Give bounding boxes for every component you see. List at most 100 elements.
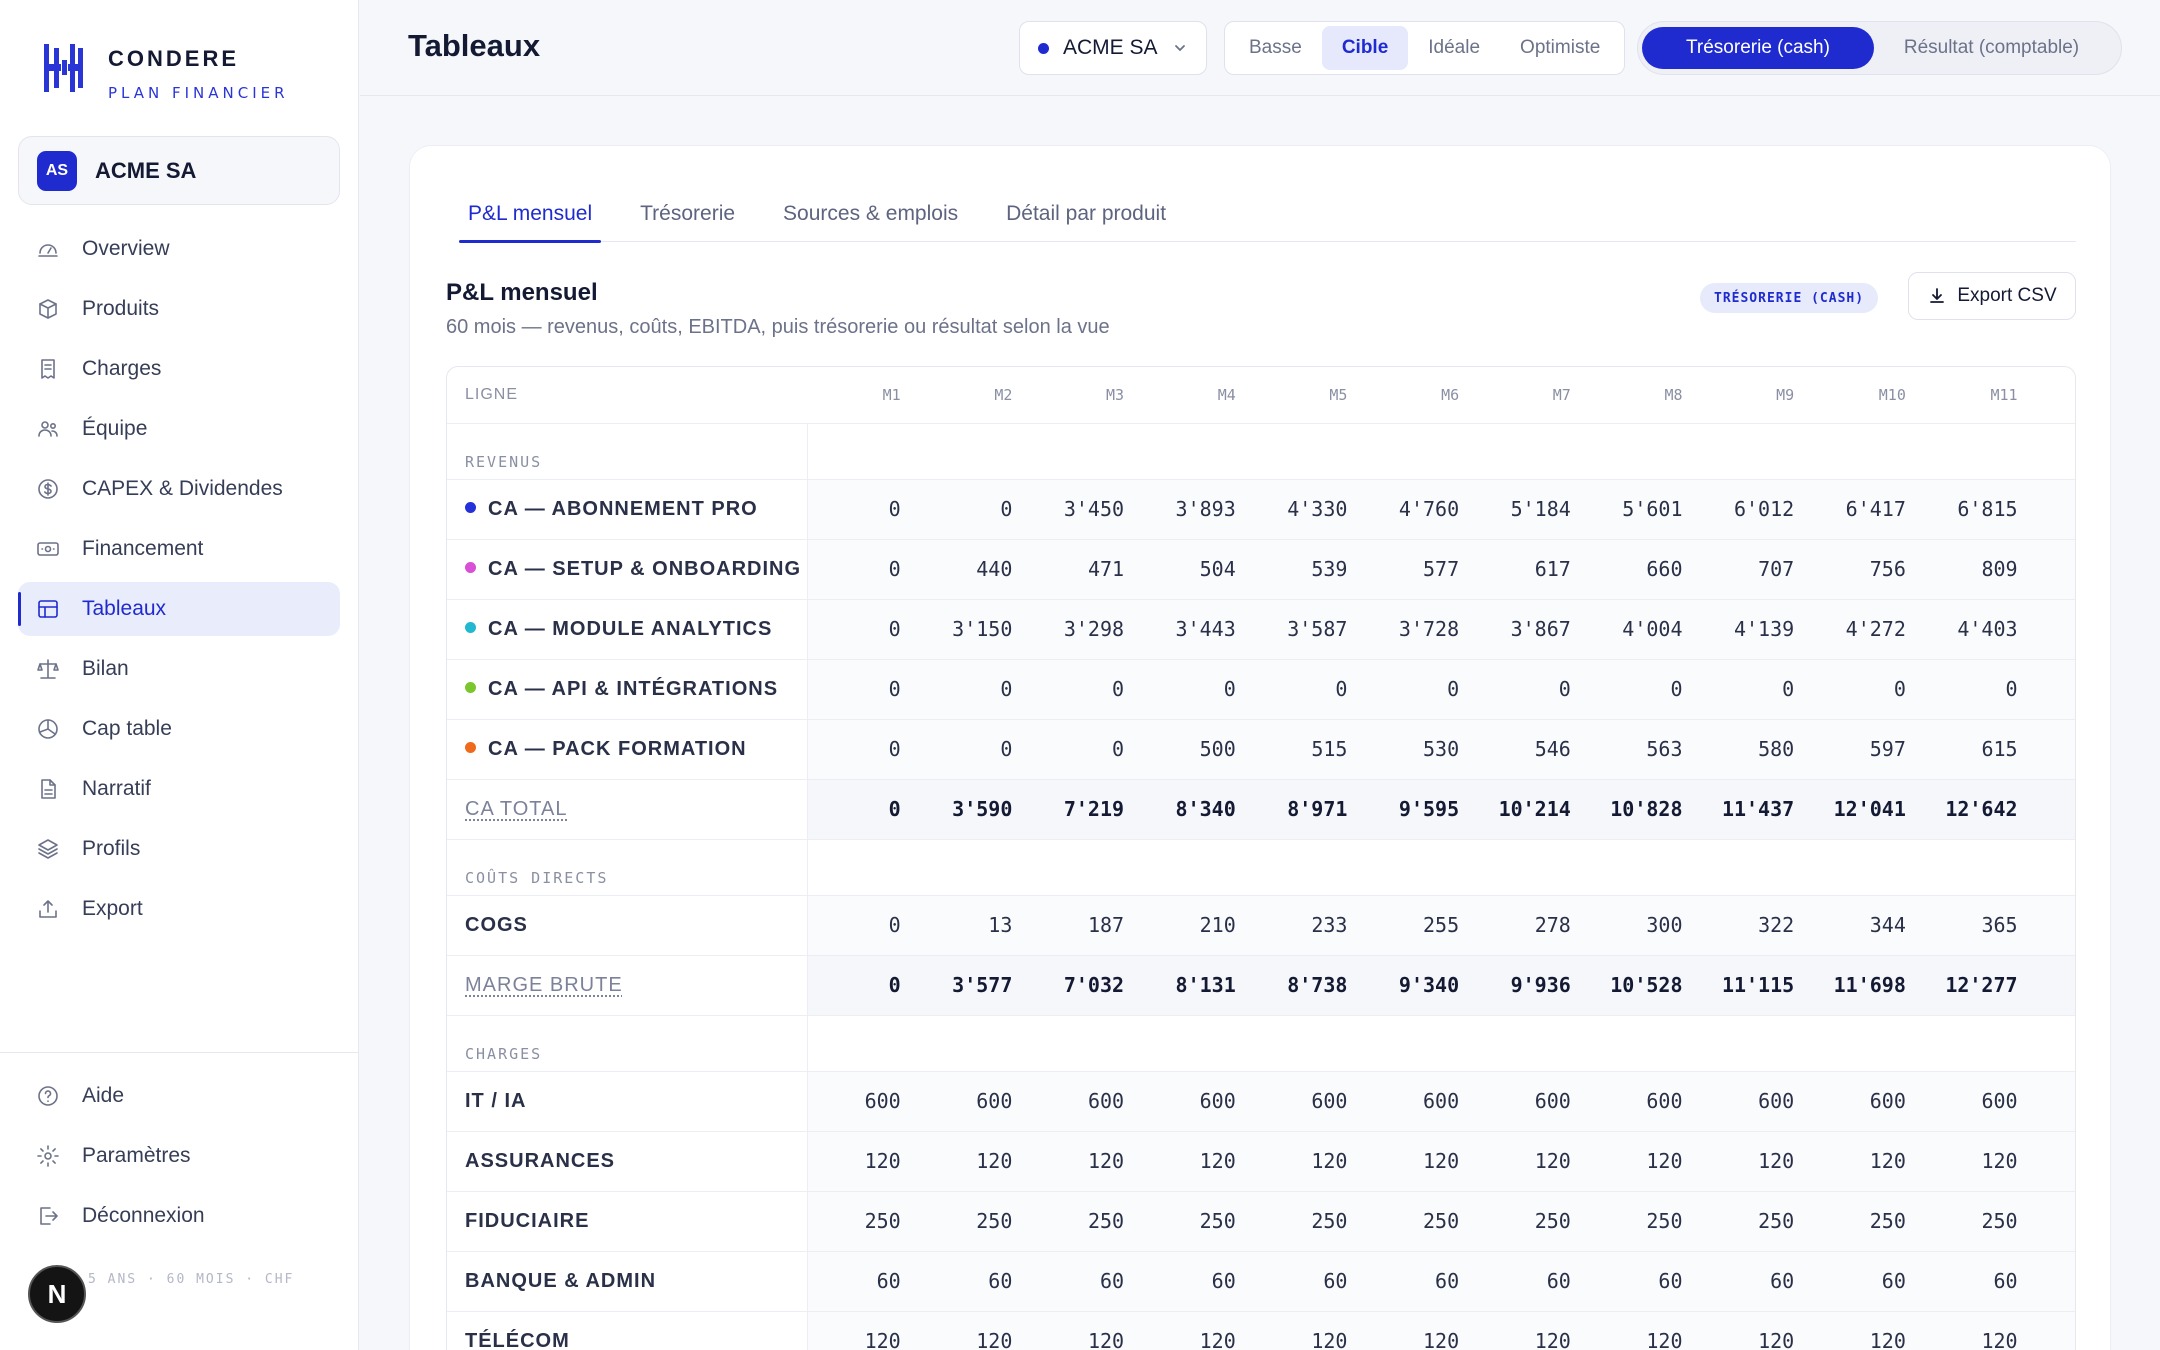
table-row[interactable]: CA — SETUP & ONBOARDING 0 440 471 504 539 577 6… [447,539,2075,600]
table-row[interactable]: ASSURANCES 120 120 120 120 120 120 120 120 120 120… [447,1131,2075,1192]
scenario-option[interactable]: Idéale [1428,37,1481,58]
sidebar-item-produits[interactable]: Produits [18,282,340,336]
sidebar-item-cap-table[interactable]: Cap table [18,702,340,756]
scenario-selector: Basse Cible Idéale Optimiste [1224,21,1626,75]
nav-item-label: Export [82,897,143,920]
sidebar-item-tableaux[interactable]: Tableaux [18,582,340,636]
settings-icon [37,1145,59,1167]
table-cell: 0 [1365,659,1478,720]
product-color-dot [465,741,476,753]
table-cell: 250 [1365,1191,1478,1252]
brand[interactable]: CONDERE PLAN FINANCIER [42,44,289,102]
table-cell: 539 [1253,539,1366,600]
scenario-option[interactable]: Basse [1249,37,1302,58]
sidebar-item-deconnexion[interactable]: Déconnexion [18,1189,340,1243]
table-cell: 0 [807,895,919,956]
table-cell: 120 [1365,1311,1478,1350]
table-cell: 5'184 [1477,479,1589,540]
column-header-month: M10 [1812,367,1924,424]
table-row[interactable]: CA TOTAL 0 3'590 7'219 8'340 8'971 9'595 10'214… [447,779,2075,840]
pl-table-container[interactable]: LIGNEM1M2M3M4M5M6M7M8M9M10M11M12 REVENUS… [446,366,2076,1350]
table-cell: 617 [1477,539,1589,600]
row-label[interactable]: CA TOTAL [447,779,808,840]
table-row[interactable]: CA — PACK FORMATION 0 0 0 500 515 530 546 563 580… [447,719,2075,780]
table-cell: 4'272 [1812,599,1924,660]
table-cell: 250 [918,1191,1031,1252]
table-cell: 60 [1253,1251,1366,1312]
company-switcher[interactable]: AS ACME SA [18,136,340,205]
table-cell: 600 [1588,1071,1701,1132]
table-cell [2035,1071,2075,1132]
tab[interactable]: Trésorerie [640,202,736,225]
sidebar-item-bilan[interactable]: Bilan [18,642,340,696]
table-row[interactable]: IT / IA 600 600 600 600 600 600 600 600 600 600 600 [447,1071,2075,1132]
tab[interactable]: Sources & emplois [783,202,959,225]
sidebar-item-aide[interactable]: Aide [18,1069,340,1123]
banknote-icon [37,542,59,556]
table-cell: 9'340 [1365,955,1478,1016]
view-option[interactable]: Résultat (comptable) [1903,37,2080,58]
row-label-text: IT / IA [465,1089,527,1112]
table-row[interactable]: BANQUE & ADMIN 60 60 60 60 60 60 60 60 60 60 60 [447,1251,2075,1312]
table-cell: 563 [1588,719,1701,780]
table-cell: 7'032 [1030,955,1143,1016]
row-label[interactable]: MARGE BRUTE [447,955,808,1016]
row-label-text: MARGE BRUTE [465,973,623,996]
help-icon [38,1086,58,1106]
company-select[interactable]: ACME SA [1019,21,1207,75]
sidebar-item-profils[interactable]: Profils [18,822,340,876]
n-avatar-badge[interactable]: N [28,1265,86,1323]
scenario-option[interactable]: Optimiste [1520,37,1601,58]
view-option[interactable]: Trésorerie (cash) [1642,27,1874,69]
sidebar-item-export[interactable]: Export [18,882,340,936]
table-cell: 500 [1142,719,1254,780]
table-cell: 471 [1030,539,1143,600]
table-cell: 0 [1700,659,1813,720]
table-row[interactable]: CA — API & INTÉGRATIONS 0 0 0 0 0 0 0 0 0 0 0 [447,659,2075,720]
product-color-dot [465,621,476,633]
table-cell: 6'417 [1812,479,1924,540]
table-cell: 600 [1253,1071,1366,1132]
product-color-dot [465,501,476,513]
table-cell: 11'698 [1812,955,1924,1016]
table-cell [2035,539,2075,600]
section-label: CHARGES [447,1015,808,1072]
table-cell: 0 [807,719,919,780]
table-cell: 60 [1812,1251,1924,1312]
table-row[interactable]: MARGE BRUTE 0 3'577 7'032 8'131 8'738 9'340 9'9… [447,955,2075,1016]
pl-table: LIGNEM1M2M3M4M5M6M7M8M9M10M11M12 REVENUS… [447,367,2075,1350]
table-cell: 187 [1030,895,1143,956]
table-cell: 60 [1700,1251,1813,1312]
users-icon [38,421,58,437]
table-row[interactable]: TÉLÉCOM 120 120 120 120 120 120 120 120 120 120 120 [447,1311,2075,1350]
sidebar-item-financement[interactable]: Financement [18,522,340,576]
table-row[interactable]: COGS 0 13 187 210 233 255 278 300 322 344 365 [447,895,2075,956]
sidebar-item-capex-dividendes[interactable]: CAPEX & Dividendes [18,462,340,516]
table-cell: 600 [1477,1071,1589,1132]
table-cell: 250 [1477,1191,1589,1252]
sidebar-bottom-nav: Aide Paramètres Déconnexion [18,1069,340,1249]
sidebar-item-charges[interactable]: Charges [18,342,340,396]
sidebar-item-narratif[interactable]: Narratif [18,762,340,816]
sidebar-item-parametres[interactable]: Paramètres [18,1129,340,1183]
table-row[interactable]: CA — ABONNEMENT PRO 0 0 3'450 3'893 4'330 4'76… [447,479,2075,540]
scenario-option[interactable]: Cible [1321,26,1409,70]
tab[interactable]: Détail par produit [1006,202,1167,225]
table-cell: 0 [918,479,1031,540]
section-label: COÛTS DIRECTS [447,839,808,896]
pie-icon [38,719,58,739]
sidebar-item-equipe[interactable]: Équipe [18,402,340,456]
table-row[interactable]: CA — MODULE ANALYTICS 0 3'150 3'298 3'443 3'5… [447,599,2075,660]
export-csv-button[interactable]: Export CSV [1908,272,2076,320]
receipt-icon [41,359,55,379]
tab[interactable]: P&L mensuel [459,186,602,243]
table-cell: 3'298 [1030,599,1143,660]
table-cell: 13 [918,895,1031,956]
row-label: CA — SETUP & ONBOARDING [447,539,808,600]
sidebar-item-overview[interactable]: Overview [18,222,340,276]
table-cell: 600 [1365,1071,1478,1132]
nav-item-label: Narratif [82,777,151,800]
table-cell: 250 [807,1191,919,1252]
section-spacer [807,423,2075,480]
table-row[interactable]: FIDUCIAIRE 250 250 250 250 250 250 250 250 250 250… [447,1191,2075,1252]
